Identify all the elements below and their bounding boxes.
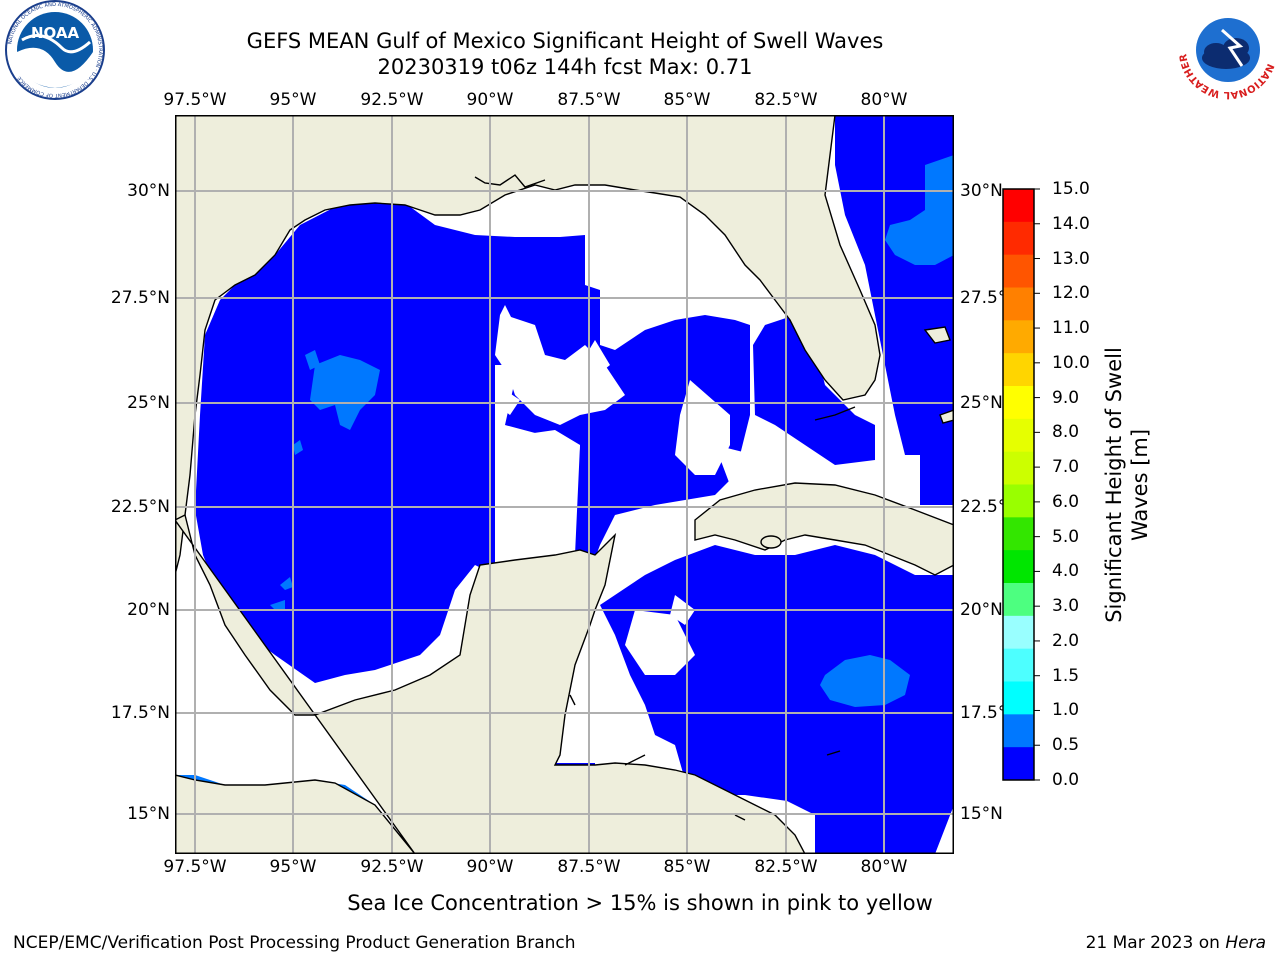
lon-tick-bottom: 92.5°W	[360, 857, 424, 877]
colorbar-label: 3.0	[1052, 596, 1080, 617]
lat-tick-right: 25°N	[960, 393, 1003, 413]
colorbar-label: 12.0	[1052, 283, 1090, 304]
colorbar-segment	[1003, 189, 1034, 223]
graticule	[175, 115, 954, 854]
colorbar-label: 1.0	[1052, 700, 1080, 721]
noaa-logo-text: NOAA	[31, 24, 80, 42]
colorbar-label: 15.0	[1052, 179, 1090, 199]
nws-logo: NATIONAL WEATHER SERVICE	[1176, 0, 1277, 100]
lon-tick-top: 80°W	[860, 90, 908, 110]
colorbar-segment	[1003, 221, 1034, 256]
colorbar-label: 13.0	[1052, 248, 1090, 269]
colorbar-segment	[1003, 353, 1034, 387]
colorbar-segment	[1003, 714, 1034, 748]
lat-tick-left: 25°N	[127, 393, 170, 413]
lat-tick-left: 22.5°N	[110, 497, 170, 517]
chart-subtitle: 20230319 t06z 144h fcst Max: 0.71	[377, 55, 753, 79]
colorbar-label: 2.0	[1052, 630, 1080, 651]
colorbar-segment	[1003, 648, 1034, 682]
colorbar-segment	[1003, 254, 1034, 288]
footer-left: NCEP/EMC/Verification Post Processing Pr…	[13, 933, 576, 953]
colorbar-label: 8.0	[1052, 422, 1080, 443]
lat-tick-left: 20°N	[127, 600, 170, 620]
footer-host: Hera	[1225, 933, 1266, 953]
lon-tick-top: 82.5°W	[754, 90, 818, 110]
lat-tick-right: 15°N	[960, 804, 1003, 824]
lon-tick-bottom: 82.5°W	[754, 857, 818, 877]
colorbar-label: 14.0	[1052, 213, 1090, 234]
lat-tick-right: 30°N	[960, 181, 1003, 201]
colorbar-segment	[1003, 320, 1034, 354]
colorbar-segment	[1003, 418, 1034, 453]
lat-tick-left: 30°N	[127, 181, 170, 201]
lon-tick-top: 85°W	[663, 90, 711, 110]
colorbar-segment	[1003, 484, 1034, 518]
colorbar-segment	[1003, 583, 1034, 617]
lon-tick-top: 90°W	[466, 90, 514, 110]
noaa-logo: NATIONAL OCEANIC AND ATMOSPHERIC ADMINIS…	[5, 0, 105, 100]
colorbar-segment	[1003, 615, 1034, 650]
colorbar-segment	[1003, 681, 1034, 715]
colorbar-label: 4.0	[1052, 561, 1080, 582]
coastline-details	[474, 174, 856, 821]
colorbar-label: 10.0	[1052, 352, 1090, 373]
footer-date: 21 Mar 2023 on	[1085, 933, 1226, 953]
colorbar-segment	[1003, 550, 1034, 584]
colorbar-label: 5.0	[1052, 526, 1080, 547]
chart-title: GEFS MEAN Gulf of Mexico Significant Hei…	[246, 29, 884, 53]
lon-tick-top: 97.5°W	[163, 90, 227, 110]
colorbar-label: 7.0	[1052, 457, 1080, 478]
lat-tick-right: 20°N	[960, 600, 1003, 620]
lat-tick-left: 17.5°N	[110, 703, 170, 723]
map-frame	[175, 115, 954, 854]
colorbar-segment	[1003, 451, 1034, 485]
colorbar-label: 0.0	[1052, 770, 1080, 790]
colorbar-title: Significant Height of Swell Waves [m]	[1101, 347, 1153, 623]
lon-tick-bottom: 85°W	[663, 857, 711, 877]
map-panel	[175, 115, 954, 854]
lon-tick-bottom: 80°W	[860, 857, 908, 877]
lon-tick-top: 87.5°W	[557, 90, 621, 110]
colorbar-segment	[1003, 287, 1034, 321]
colorbar-segment	[1003, 517, 1034, 551]
lat-tick-left: 15°N	[127, 804, 170, 824]
colorbar-label: 1.5	[1052, 665, 1080, 686]
colorbar	[1002, 188, 1040, 781]
footer-right: 21 Mar 2023 on Hera	[1086, 933, 1266, 953]
lon-tick-bottom: 97.5°W	[163, 857, 227, 877]
lon-tick-top: 95°W	[269, 90, 317, 110]
lon-tick-bottom: 95°W	[269, 857, 317, 877]
lon-tick-bottom: 90°W	[466, 857, 514, 877]
lon-tick-bottom: 87.5°W	[557, 857, 621, 877]
colorbar-label: 0.5	[1052, 735, 1080, 756]
colorbar-label: 6.0	[1052, 491, 1080, 512]
colorbar-segment	[1003, 386, 1034, 420]
lat-tick-left: 27.5°N	[110, 288, 170, 308]
colorbar-title-line1: Significant Height of Swell	[1102, 347, 1126, 623]
sea-ice-note: Sea Ice Concentration > 15% is shown in …	[347, 891, 933, 915]
colorbar-title-line2: Waves [m]	[1128, 428, 1152, 542]
colorbar-segment	[1003, 747, 1034, 781]
colorbar-label: 11.0	[1052, 318, 1090, 339]
no-data-patches	[495, 305, 775, 760]
lon-tick-top: 92.5°W	[360, 90, 424, 110]
colorbar-label: 9.0	[1052, 387, 1080, 408]
